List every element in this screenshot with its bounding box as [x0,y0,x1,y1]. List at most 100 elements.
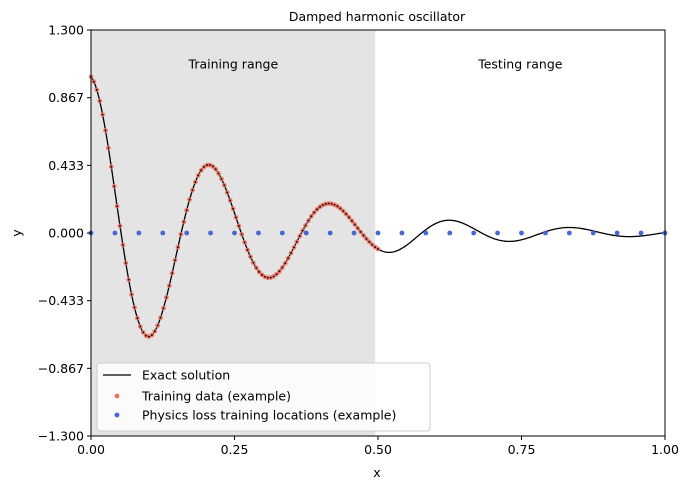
training-curve-marker [313,211,316,214]
physics-loss-point [638,230,644,236]
training-curve-marker [298,235,301,238]
training-curve-marker [307,219,310,222]
training-curve-marker [342,210,345,212]
physics-loss-point [184,230,190,236]
training-curve-marker [304,224,307,227]
training-curve-marker [353,223,356,226]
chart-title: Damped harmonic oscillator [289,9,466,24]
physics-loss-point [447,230,453,236]
legend-box [96,362,431,432]
physics-loss-point [375,230,381,236]
physics-loss-point [327,230,333,236]
training-curve-marker [119,225,121,227]
range-annotation: Training range [188,56,279,71]
training-curve-marker [208,164,211,166]
training-curve-marker [287,257,290,260]
training-curve-marker [365,237,368,240]
range-annotation: Testing range [477,56,563,71]
physics-loss-point [590,230,596,236]
training-curve-marker [206,164,208,167]
training-curve-marker [200,169,203,172]
training-curve-marker [377,248,379,250]
training-curve-marker [165,296,168,299]
training-curve-marker [142,331,145,334]
physics-loss-point [495,230,500,236]
training-curve-marker [336,205,339,208]
legend-entry: Physics loss training locations (example… [142,408,396,423]
x-tick-label: 0.75 [508,442,536,457]
physics-loss-point [471,230,477,236]
training-curve-marker [153,330,156,333]
training-curve-marker [162,307,165,310]
training-curve-marker [121,244,124,246]
physics-loss-point [566,230,572,236]
y-tick-label: −0.867 [38,361,84,376]
physics-loss-point [519,230,524,236]
training-curve-marker [290,252,292,254]
training-curve-marker [139,325,142,328]
training-curve-marker [272,275,275,278]
training-curve-marker [374,246,377,248]
training-curve-marker [295,240,298,243]
training-curve-markers [90,75,379,338]
training-curve-marker [133,306,136,309]
x-tick-label: 0.25 [221,442,249,457]
physics-loss-point [303,230,309,236]
training-curve-marker [145,334,147,337]
training-curve-marker [174,259,176,262]
x-axis-label: x [373,465,380,480]
training-curve-marker [310,215,313,218]
training-curve-marker [150,334,153,336]
training-curve-marker [211,165,214,168]
y-tick-label: −0.433 [38,293,84,308]
training-curve-marker [232,207,234,210]
physics-loss-point [136,230,142,236]
physics-loss-point [208,230,213,236]
training-curve-marker [371,243,374,246]
training-curve-marker [171,272,174,275]
training-curve-marker [127,278,130,281]
y-axis-label: y [9,229,24,237]
training-curve-marker [327,202,330,205]
training-curve-marker [368,241,371,243]
physics-loss-point [399,230,405,236]
training-curve-marker [235,216,237,219]
training-curve-marker [203,165,205,168]
legend-entry: Exact solution [142,368,230,383]
training-curve-marker [264,276,266,278]
y-tick-label: 0.867 [48,90,84,105]
physics-loss-point [160,230,166,236]
training-curve-marker [284,262,287,265]
training-curve-marker [182,221,185,223]
physics-loss-point [279,230,285,236]
training-curve-marker [359,230,362,233]
training-curve-marker [348,216,350,219]
x-tick-label: 0.50 [364,442,392,457]
legend-point-swatch [114,412,120,418]
training-curve-marker [237,225,240,227]
training-curve-marker [220,177,223,180]
training-curve-marker [159,316,162,319]
training-curve-marker [98,100,101,102]
training-curve-marker [92,80,95,83]
training-curve-marker [188,198,191,201]
training-curve-marker [226,191,229,194]
training-curve-marker [324,203,327,205]
training-curve-marker [345,213,348,215]
training-curve-marker [136,317,139,320]
training-curve-marker [179,233,182,236]
training-curve-marker [113,185,116,188]
training-curve-marker [356,227,359,230]
training-curve-marker [252,261,255,264]
training-curve-marker [229,199,232,202]
legend-point-swatch [114,393,120,399]
y-tick-label: 0.433 [48,158,84,173]
training-curve-marker [278,270,281,273]
training-curve-marker [197,174,200,177]
training-curve-marker [269,276,272,279]
training-curve-marker [243,241,246,244]
training-curve-marker [95,88,98,91]
training-curve-marker [333,203,336,206]
training-curve-marker [116,205,118,208]
